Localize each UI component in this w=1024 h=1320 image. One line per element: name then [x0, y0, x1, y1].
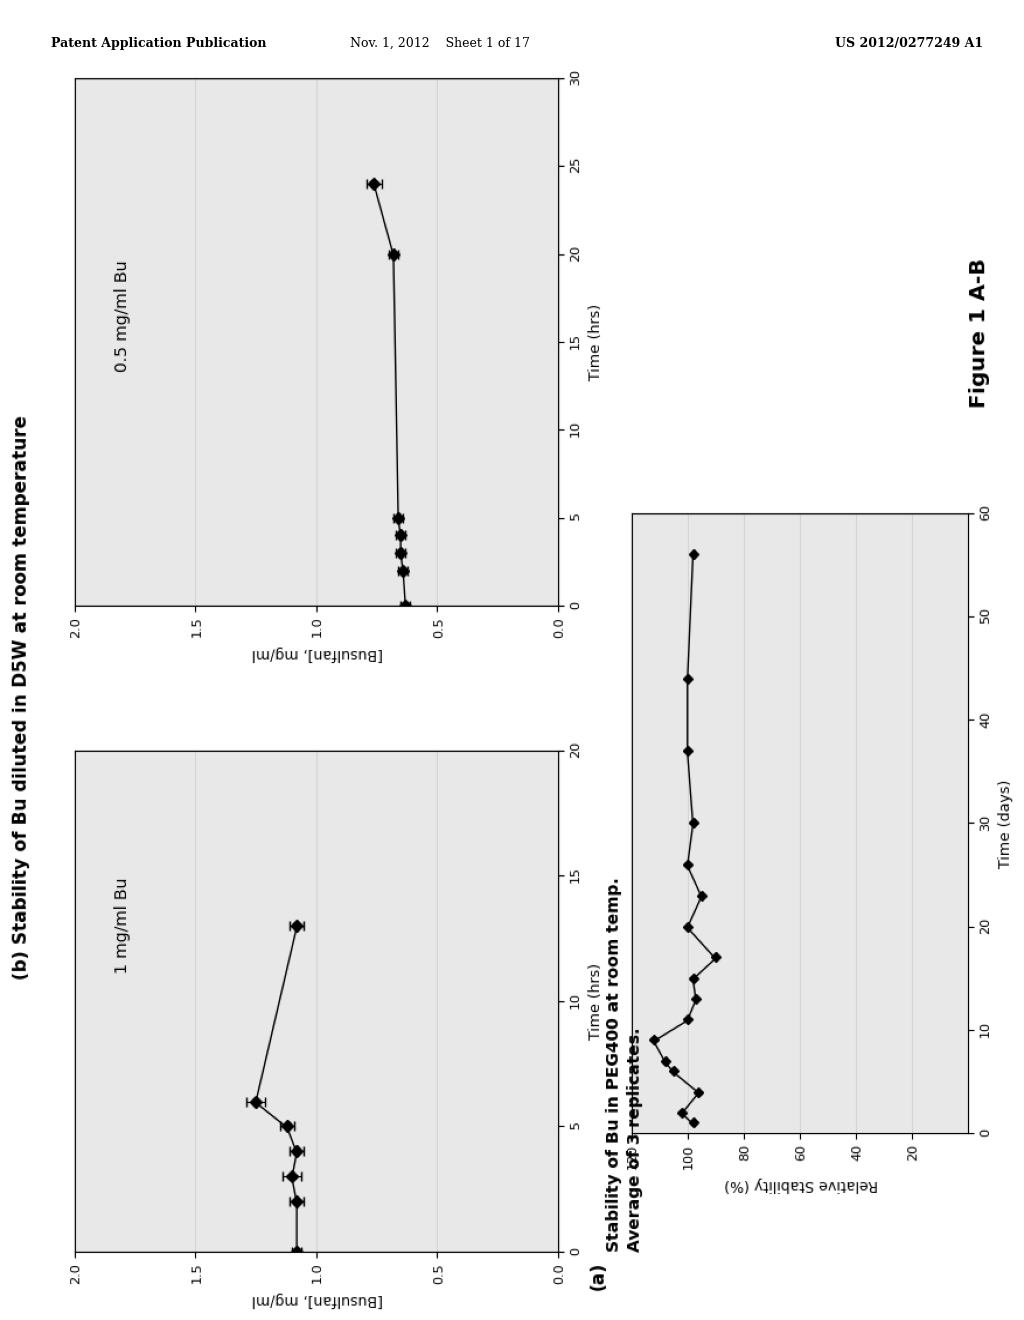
Text: Patent Application Publication: Patent Application Publication: [51, 37, 266, 50]
Text: Nov. 1, 2012    Sheet 1 of 17: Nov. 1, 2012 Sheet 1 of 17: [350, 37, 530, 50]
Text: US 2012/0277249 A1: US 2012/0277249 A1: [835, 37, 983, 50]
